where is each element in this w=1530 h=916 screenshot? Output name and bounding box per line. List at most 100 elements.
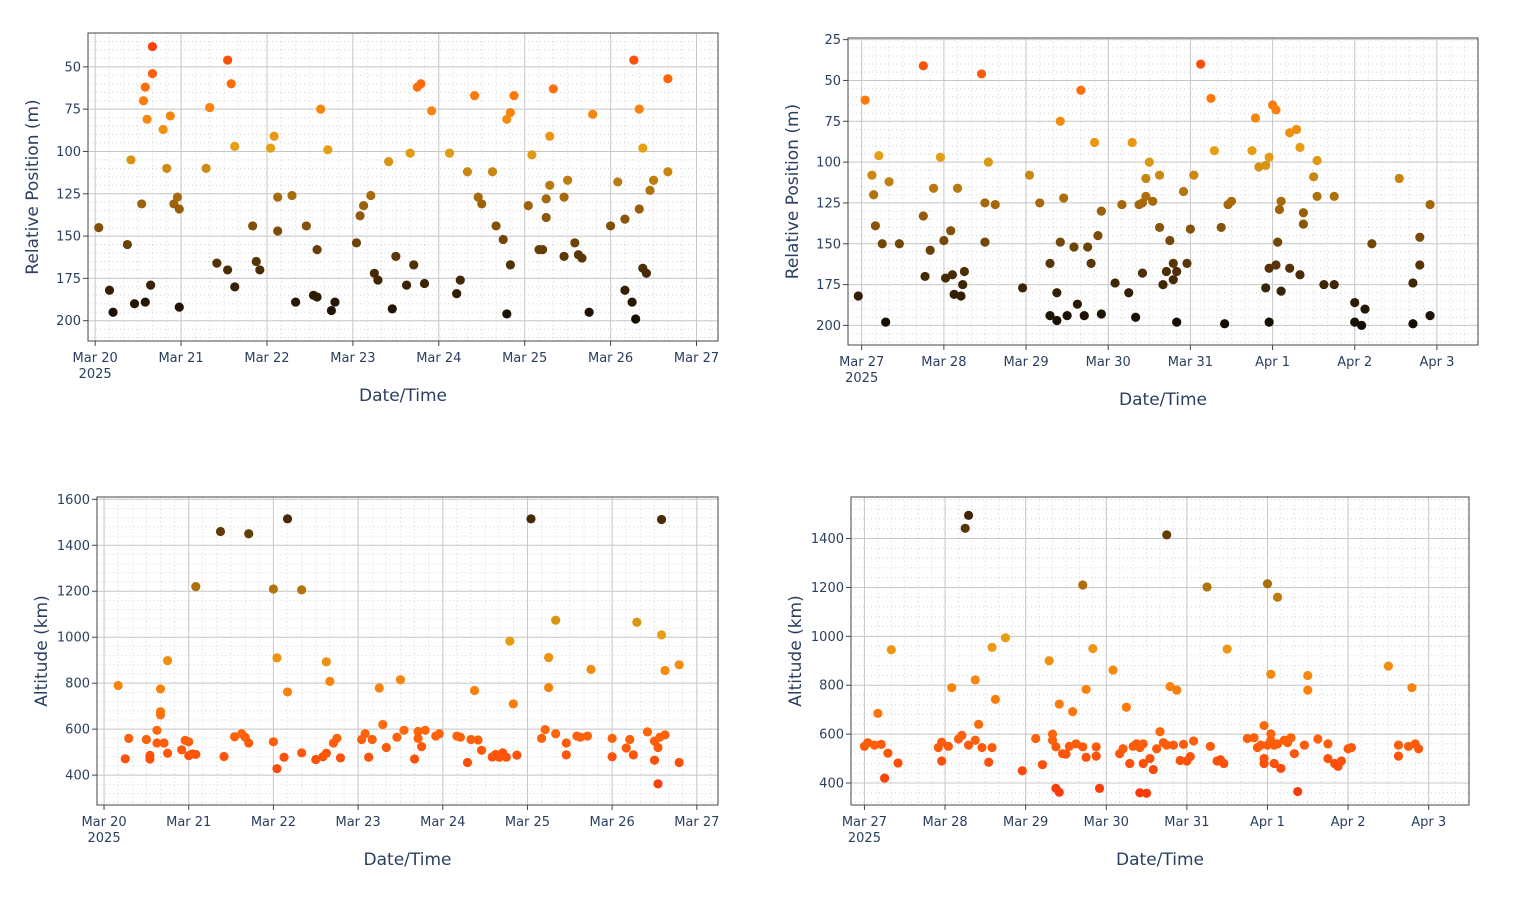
data-point (584, 307, 594, 317)
data-point (1259, 753, 1269, 764)
data-point (958, 279, 968, 290)
data-point (401, 280, 412, 290)
data-point (413, 733, 423, 743)
data-point (1086, 258, 1096, 268)
data-point (1158, 279, 1168, 290)
data-point (1061, 749, 1071, 759)
data-point (226, 79, 236, 89)
data-point (1068, 707, 1078, 717)
data-point (928, 183, 939, 193)
data-point (1329, 279, 1339, 290)
data-point (1089, 137, 1100, 148)
data-point (1137, 268, 1148, 278)
data-point (634, 204, 644, 214)
xtick-label: Mar 27 (842, 815, 887, 830)
data-point (1336, 756, 1346, 766)
data-point (366, 190, 376, 201)
data-point (1178, 739, 1189, 749)
xtick-sublabel: 2025 (845, 371, 878, 386)
data-point (877, 239, 887, 249)
data-point (1059, 193, 1069, 203)
data-point (1162, 740, 1172, 750)
data-point (159, 738, 169, 748)
data-point (126, 155, 136, 165)
data-point (879, 773, 890, 783)
data-point (1162, 530, 1172, 540)
data-point (444, 148, 455, 158)
y-axis-title: Altitude (km) (32, 595, 52, 707)
data-point (272, 764, 282, 774)
data-point (212, 258, 222, 268)
data-point (559, 251, 569, 261)
data-point (663, 167, 673, 177)
plot-frame (96, 496, 719, 806)
data-point (873, 708, 883, 718)
ytick-label: 150 (816, 237, 841, 252)
data-point (147, 69, 158, 79)
data-point (155, 684, 166, 694)
data-point (146, 280, 156, 290)
data-point (1178, 186, 1189, 197)
data-point (1273, 237, 1283, 247)
data-point (860, 95, 870, 105)
data-point (575, 732, 585, 742)
plot-frame (850, 496, 1470, 806)
data-point (1271, 105, 1281, 115)
data-point (1298, 219, 1308, 229)
data-point (1264, 317, 1274, 327)
data-point (1000, 633, 1011, 643)
data-point (505, 260, 515, 270)
data-point (473, 735, 483, 745)
data-point (452, 289, 462, 299)
data-point (158, 124, 168, 135)
data-point (162, 163, 172, 173)
data-point (632, 617, 642, 627)
data-point (1076, 85, 1086, 95)
data-point (269, 131, 279, 141)
data-point (1425, 311, 1435, 321)
data-point (399, 725, 409, 735)
data-point (1271, 260, 1281, 270)
data-point (957, 730, 967, 740)
data-point (956, 291, 966, 301)
data-point (990, 694, 1001, 705)
data-point (191, 582, 201, 592)
xtick-label: Apr 1 (1250, 815, 1285, 830)
data-point (544, 652, 554, 663)
data-point (174, 302, 184, 312)
data-point (360, 729, 370, 739)
data-point (1202, 582, 1212, 592)
data-point (559, 192, 569, 202)
data-point (1078, 742, 1088, 752)
xtick-label: Mar 29 (1003, 815, 1048, 830)
xtick-label: Mar 20 (73, 351, 118, 366)
data-point (1408, 278, 1418, 288)
data-point (1264, 263, 1274, 273)
data-point (1247, 146, 1257, 156)
data-point (137, 199, 147, 209)
data-point (1168, 275, 1178, 285)
data-point (1323, 753, 1333, 764)
data-point (1350, 297, 1360, 308)
data-point (1216, 222, 1226, 233)
ytick-label: 100 (816, 156, 841, 171)
data-point (473, 192, 483, 202)
data-point (512, 750, 522, 760)
data-point (359, 201, 369, 211)
xtick-label: Mar 27 (674, 815, 719, 830)
data-point (462, 167, 473, 177)
data-point (120, 754, 130, 764)
data-point (301, 221, 311, 231)
data-point (561, 750, 571, 760)
data-point (540, 725, 550, 735)
data-point (1226, 196, 1237, 206)
data-point (113, 680, 123, 691)
data-point (935, 152, 946, 162)
data-point (420, 725, 430, 735)
data-point (1272, 592, 1283, 602)
data-point (244, 529, 254, 539)
xtick-label: Mar 23 (330, 351, 375, 366)
data-point (918, 211, 928, 221)
